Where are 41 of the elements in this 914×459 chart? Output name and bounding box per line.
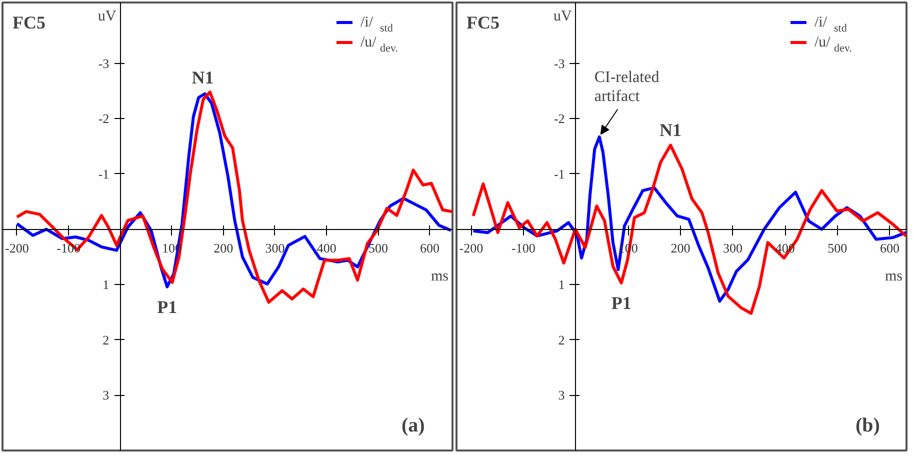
x-tick-label: 200 — [214, 240, 234, 256]
y-tick-label: 2 — [102, 332, 110, 348]
legend-label: /u/dev. — [814, 34, 852, 54]
x-tick-label: 400 — [316, 240, 336, 256]
x-tick-label: 600 — [880, 240, 900, 256]
y-tick-label: -3 — [554, 56, 565, 71]
text: FC5 — [466, 12, 500, 32]
annotation: P1 — [611, 292, 632, 313]
y-tick-label: -2 — [98, 111, 110, 126]
y-axis-title: uV — [98, 8, 116, 24]
x-tick-label: 300 — [265, 240, 285, 256]
annotation: (a) — [402, 414, 425, 436]
x-tick-label: 600 — [420, 240, 440, 256]
text: FC5 — [12, 12, 46, 32]
y-tick-label: -1 — [554, 166, 565, 182]
y-tick-label: 2 — [558, 332, 565, 348]
annotation: P1 — [157, 296, 178, 317]
legend-label: /i/std — [814, 14, 848, 34]
y-tick-label: 1 — [102, 277, 110, 292]
x-tick-label: -100 — [512, 240, 536, 256]
y-tick-label: -3 — [98, 56, 110, 71]
legend-label: /i/std — [360, 14, 394, 34]
x-tick-label: 500 — [368, 240, 388, 256]
y-tick-label: 3 — [102, 388, 110, 403]
x-axis-title: ms — [430, 268, 449, 284]
x-tick-label: -200 — [5, 240, 29, 256]
annotation: N1 — [192, 68, 214, 88]
annotation: (b) — [856, 414, 880, 436]
y-tick-label: -1 — [98, 166, 110, 182]
x-axis-title: ms — [884, 268, 903, 284]
y-tick-label: 3 — [558, 388, 565, 403]
x-tick-label: -200 — [459, 240, 484, 256]
legend-label: /u/dev. — [360, 34, 398, 54]
y-axis-title: uV — [553, 8, 572, 24]
annotation: N1 — [660, 120, 682, 140]
annotation: CI-related artifact — [594, 69, 660, 105]
x-tick-label: 300 — [723, 240, 743, 256]
y-tick-label: 1 — [558, 277, 565, 292]
x-tick-label: 200 — [670, 240, 690, 256]
x-tick-label: 500 — [828, 240, 848, 256]
y-tick-label: -2 — [554, 111, 565, 126]
